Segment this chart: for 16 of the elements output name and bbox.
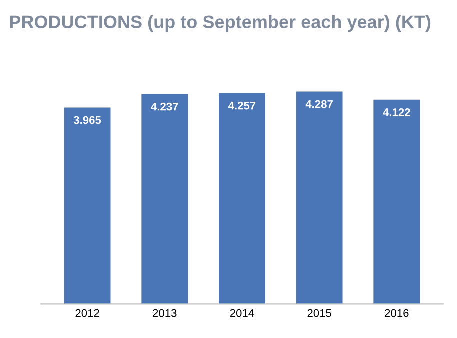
x-tick-label: 2012 <box>76 309 100 318</box>
bar <box>142 94 188 304</box>
x-tick-label: 2014 <box>230 309 254 318</box>
chart-title: PRODUCTIONS (up to September each year) (KT) <box>10 15 431 32</box>
data-label: 3.965 <box>74 116 102 124</box>
data-label: 4.122 <box>383 108 410 116</box>
x-tick-label: 2013 <box>153 309 177 318</box>
x-tick-label: 2015 <box>308 309 332 318</box>
bar <box>64 108 111 304</box>
bar <box>374 100 420 304</box>
bar <box>219 93 266 304</box>
bar <box>296 92 343 304</box>
data-label: 4.287 <box>306 100 333 108</box>
data-label: 4.257 <box>228 102 256 110</box>
data-label: 4.237 <box>151 102 178 111</box>
x-tick-label: 2016 <box>385 309 409 318</box>
